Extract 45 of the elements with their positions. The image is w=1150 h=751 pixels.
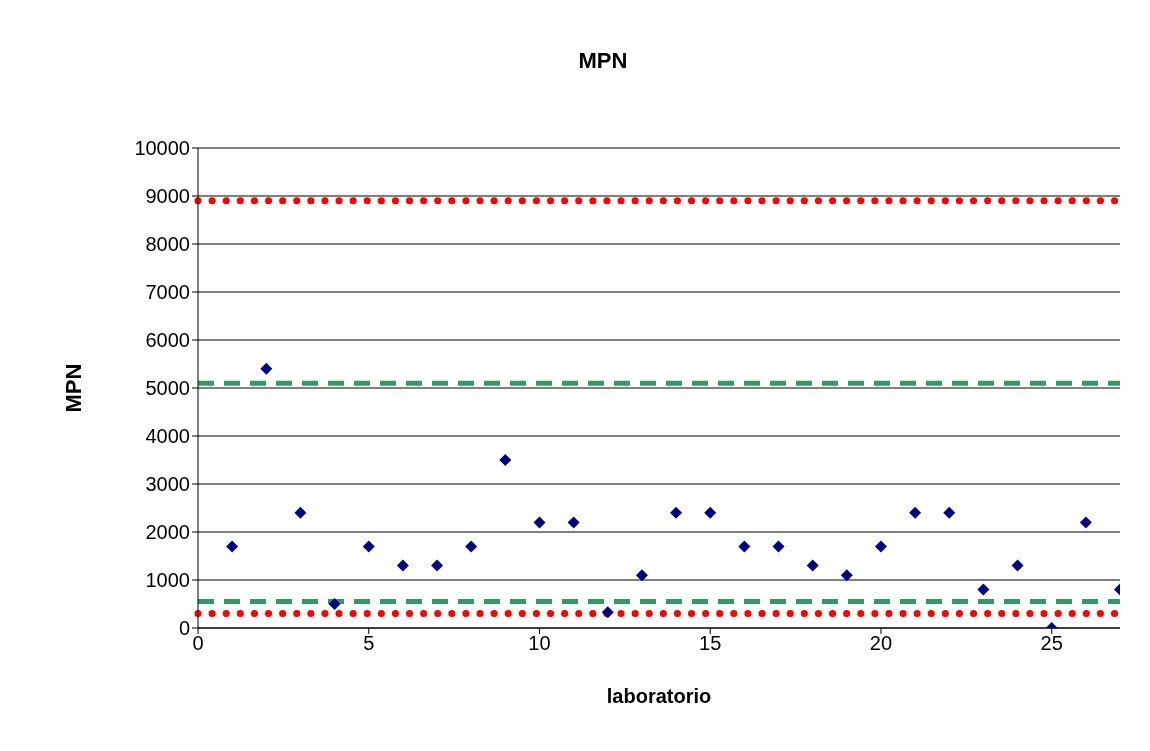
point <box>635 569 648 582</box>
point <box>226 540 239 553</box>
y-tick-label: 3000 <box>145 473 190 496</box>
y-tick-label: 5000 <box>145 377 190 400</box>
point <box>772 540 785 553</box>
point <box>260 362 273 375</box>
x-tick-label: 25 <box>1040 632 1063 655</box>
point <box>909 506 922 519</box>
point <box>806 559 819 572</box>
x-axis-title: laboratorio <box>606 685 712 707</box>
point <box>840 569 853 582</box>
x-tick-label: 0 <box>192 632 204 655</box>
y-tick-label: 9000 <box>145 185 190 208</box>
point <box>1011 559 1024 572</box>
point <box>533 516 546 529</box>
x-tick-label: 15 <box>699 632 722 655</box>
point <box>499 454 512 466</box>
point <box>294 506 307 519</box>
y-tick-label: 4000 <box>145 425 190 448</box>
point <box>396 559 409 572</box>
point <box>328 598 341 610</box>
point <box>601 606 614 619</box>
y-tick-label: 7000 <box>145 281 190 304</box>
point <box>362 540 375 553</box>
point <box>670 506 683 519</box>
point <box>943 506 956 519</box>
y-tick-label: 1000 <box>145 569 190 592</box>
x-tick-label: 10 <box>528 632 551 655</box>
y-tick-label: 8000 <box>145 233 190 256</box>
y-tick-label: 6000 <box>145 329 190 352</box>
point <box>465 540 478 553</box>
point <box>567 516 580 529</box>
point <box>977 583 990 596</box>
y-axis-title: MPN <box>60 363 86 413</box>
x-tick-label: 20 <box>869 632 893 655</box>
y-tick-label: 0 <box>178 617 190 640</box>
y-tick-label: 10000 <box>134 137 190 160</box>
point <box>1079 516 1092 529</box>
y-tick-label: 2000 <box>145 521 190 544</box>
point <box>874 540 887 553</box>
chart-title: MPN <box>577 48 629 74</box>
point <box>704 506 717 519</box>
point <box>431 559 444 572</box>
x-tick-label: 5 <box>363 632 375 655</box>
point <box>738 540 751 553</box>
